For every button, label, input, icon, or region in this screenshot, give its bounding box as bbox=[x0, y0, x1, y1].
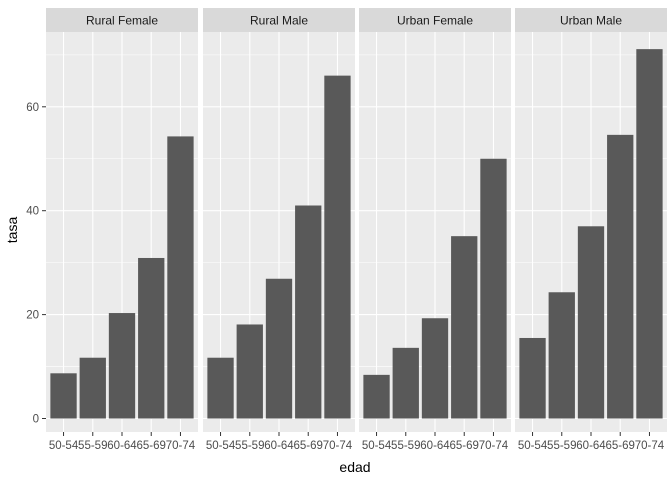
x-tick-label: 65-69 bbox=[294, 440, 323, 452]
x-tick-label: 70-74 bbox=[635, 440, 665, 452]
bar bbox=[421, 318, 449, 419]
x-tick-label: 65-69 bbox=[450, 440, 479, 452]
x-axis-title: edad bbox=[339, 459, 370, 475]
x-tick-label: 50-54 bbox=[206, 440, 236, 452]
bar bbox=[207, 357, 234, 419]
x-tick-label: 50-54 bbox=[362, 440, 392, 452]
x-tick-label: 65-69 bbox=[606, 440, 635, 452]
x-tick-label: 60-64 bbox=[107, 440, 137, 452]
x-tick-label: 70-74 bbox=[166, 440, 196, 452]
x-tick-label: 50-54 bbox=[49, 440, 79, 452]
facet-strip bbox=[46, 8, 198, 32]
bar bbox=[363, 374, 390, 419]
x-tick-label: 60-64 bbox=[264, 440, 294, 452]
bar bbox=[324, 75, 351, 419]
x-tick-label: 55-59 bbox=[235, 440, 264, 452]
bar bbox=[519, 337, 546, 419]
y-axis-title: tasa bbox=[4, 217, 20, 244]
facet-panel: Urban Male 50-54 55-59 60-64 65-69 70-74 bbox=[515, 8, 667, 452]
facet-strip-label: Rural Female bbox=[86, 14, 158, 28]
facet-panel: Rural Male 50-54 55-59 60-64 65-69 70-74 bbox=[203, 8, 355, 452]
facet-panel: Rural Female 50-54 55-59 60-64 65-69 70-74 bbox=[46, 8, 198, 452]
x-tick-label: 55-59 bbox=[391, 440, 420, 452]
bar bbox=[636, 49, 663, 419]
bar bbox=[577, 226, 605, 419]
bar bbox=[167, 136, 194, 419]
bar bbox=[451, 236, 478, 419]
bar bbox=[480, 158, 507, 419]
x-tick-label: 65-69 bbox=[137, 440, 166, 452]
y-tick-label: 0 bbox=[33, 414, 39, 426]
bar bbox=[236, 324, 263, 419]
bar bbox=[50, 373, 77, 419]
bar bbox=[548, 292, 575, 419]
facet-strip-label: Urban Female bbox=[397, 14, 473, 28]
y-tick-label: 40 bbox=[26, 206, 39, 218]
bar bbox=[265, 278, 293, 419]
x-tick-label: 55-59 bbox=[547, 440, 576, 452]
y-tick-label: 60 bbox=[26, 102, 39, 114]
bar bbox=[607, 134, 634, 419]
x-tick-label: 55-59 bbox=[78, 440, 107, 452]
x-tick-label: 60-64 bbox=[420, 440, 450, 452]
bar bbox=[79, 357, 106, 419]
bar bbox=[138, 257, 165, 419]
facet-panel: Urban Female 50-54 55-59 60-64 65-69 70-74 bbox=[359, 8, 511, 452]
x-tick-label: 70-74 bbox=[323, 440, 353, 452]
facet-strip-label: Urban Male bbox=[560, 14, 622, 28]
y-tick-label: 20 bbox=[26, 310, 39, 322]
facet-strip bbox=[203, 8, 355, 32]
x-tick-label: 50-54 bbox=[518, 440, 548, 452]
y-axis: 0 20 40 60 bbox=[26, 102, 46, 426]
bar bbox=[392, 347, 419, 419]
bar bbox=[295, 205, 322, 419]
facet-strip bbox=[359, 8, 511, 32]
x-tick-label: 60-64 bbox=[576, 440, 606, 452]
facet-strip bbox=[515, 8, 667, 32]
bar bbox=[108, 313, 136, 419]
x-tick-label: 70-74 bbox=[479, 440, 509, 452]
facet-strip-label: Rural Male bbox=[250, 14, 308, 28]
